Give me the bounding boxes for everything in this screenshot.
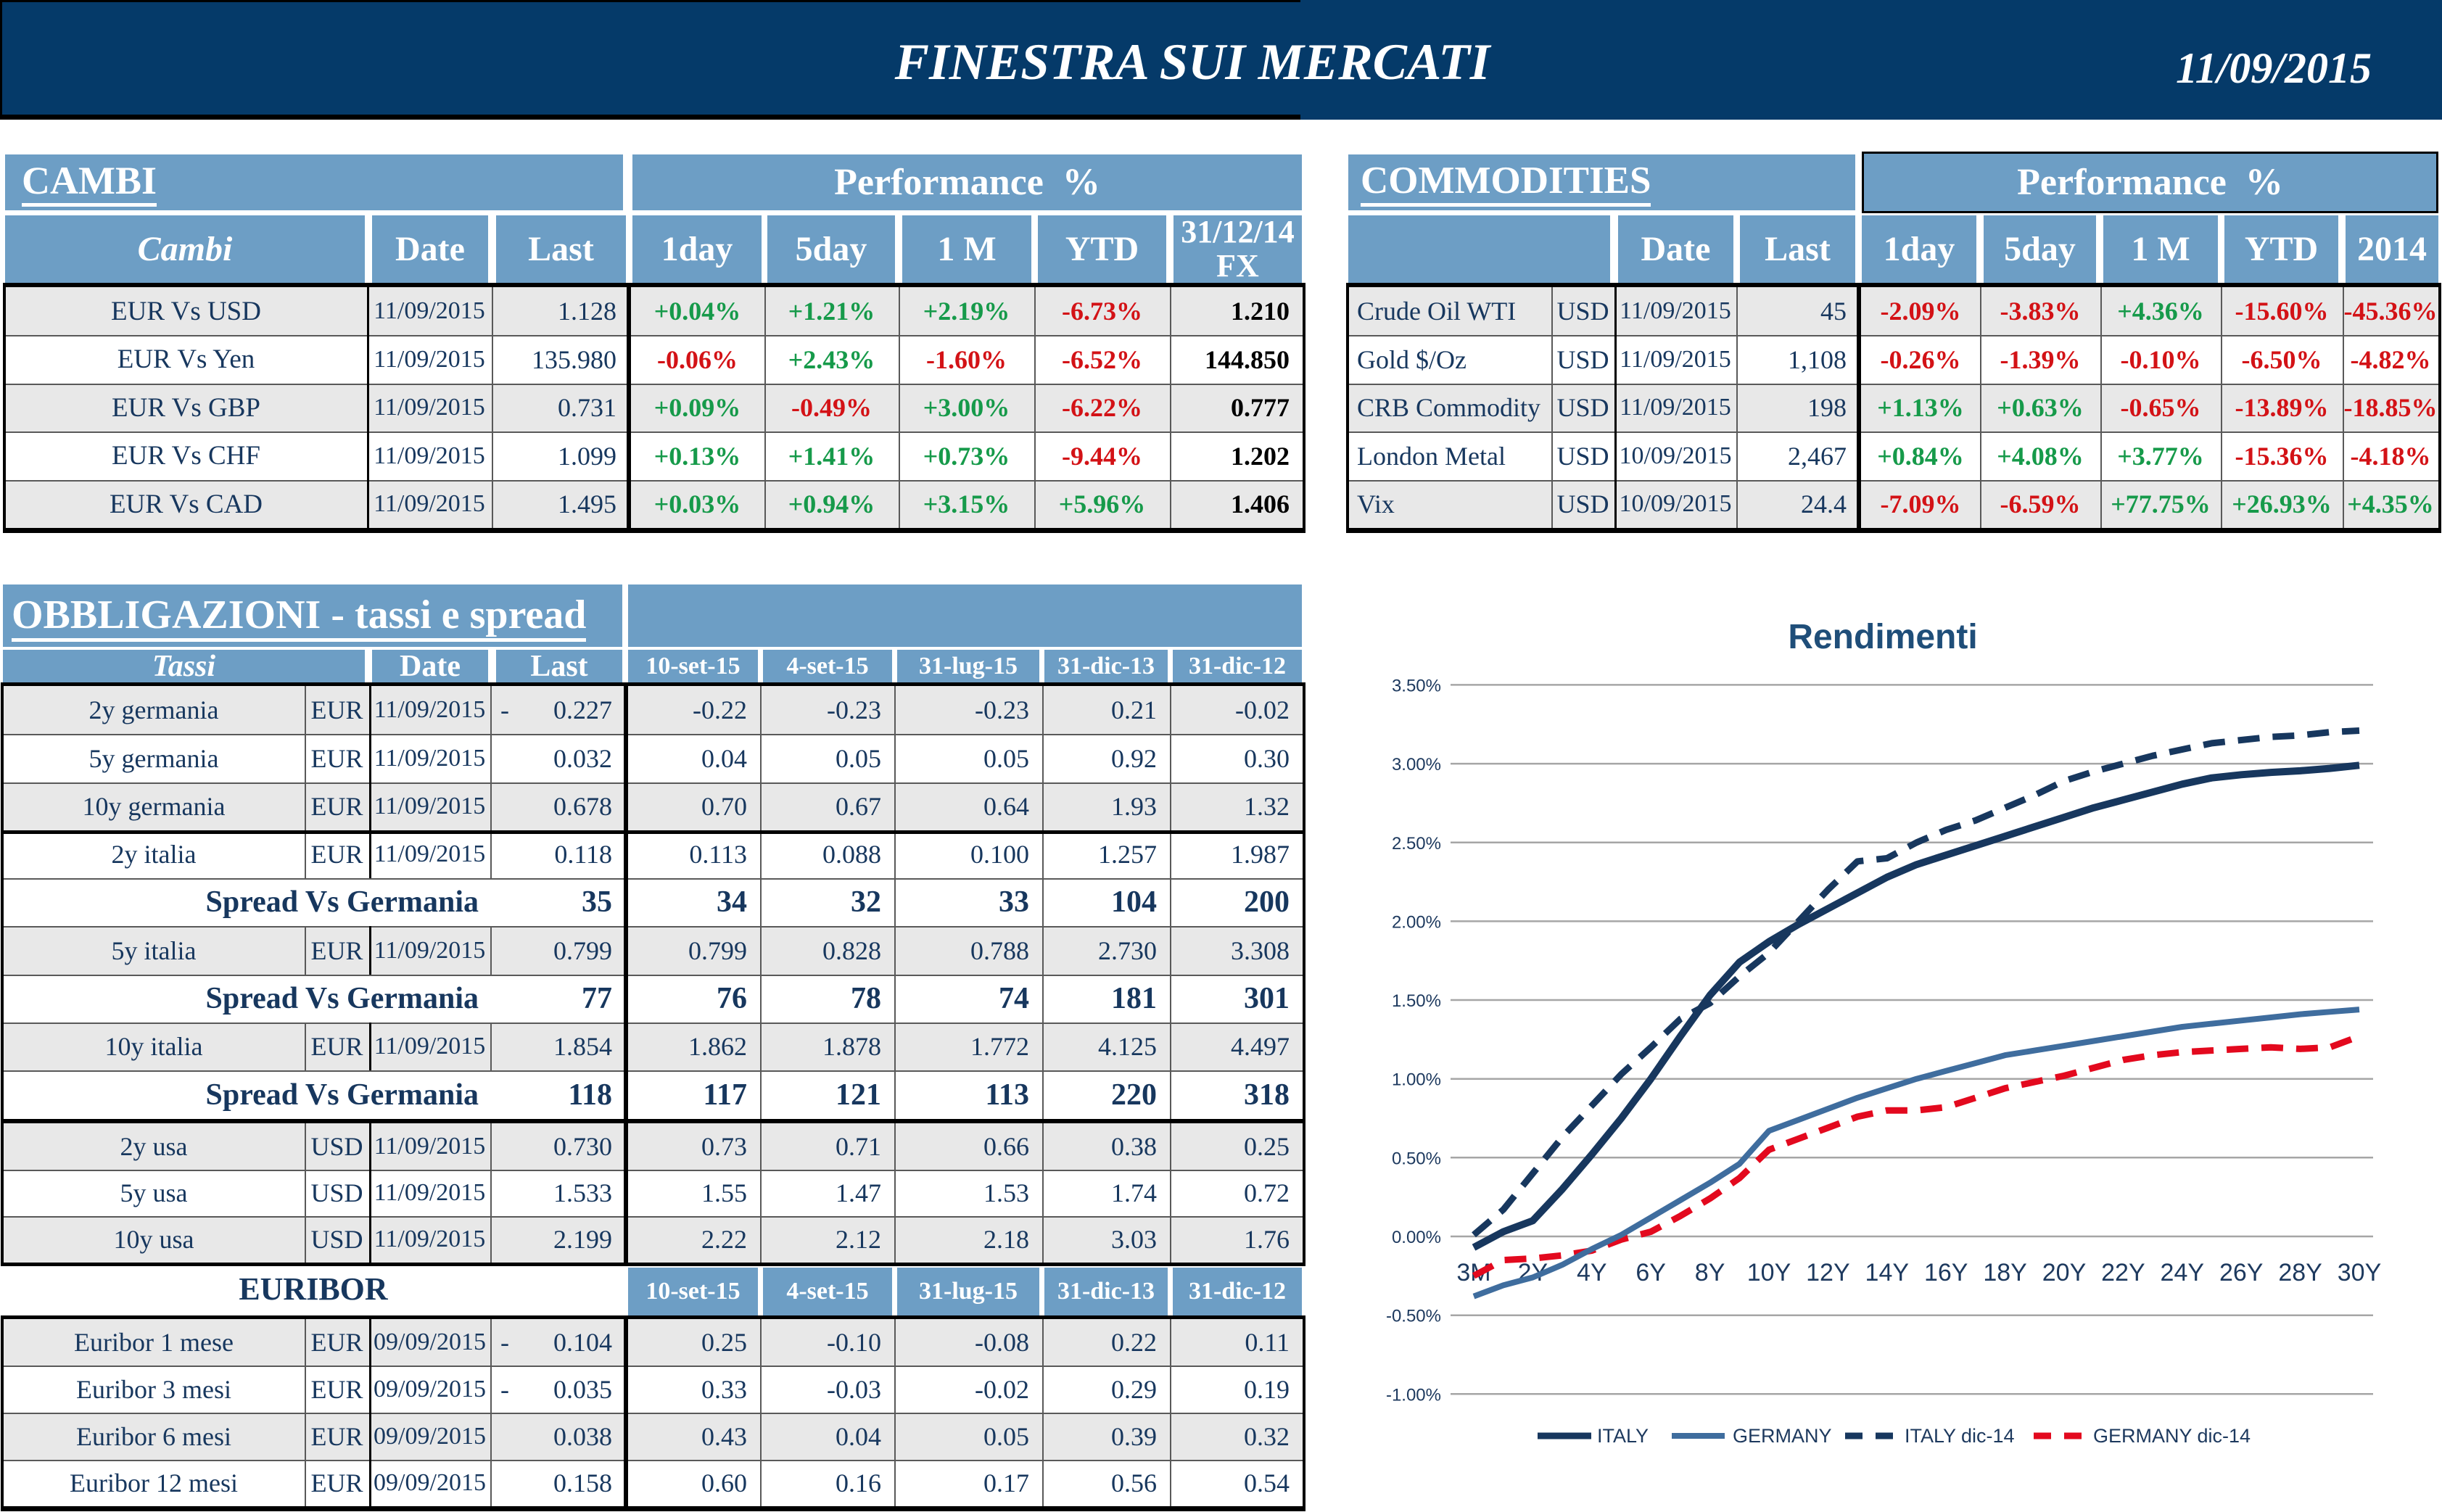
svg-text:16Y: 16Y	[1924, 1259, 1968, 1286]
svg-text:14Y: 14Y	[1865, 1259, 1910, 1286]
svg-text:18Y: 18Y	[1983, 1259, 2027, 1286]
svg-text:22Y: 22Y	[2101, 1259, 2145, 1286]
svg-text:0.00%: 0.00%	[1392, 1228, 1441, 1247]
svg-text:0.50%: 0.50%	[1392, 1149, 1441, 1168]
svg-text:-1.00%: -1.00%	[1386, 1385, 1441, 1405]
svg-text:ITALY dic-14: ITALY dic-14	[1905, 1425, 2015, 1447]
svg-text:4Y: 4Y	[1577, 1259, 1607, 1286]
svg-text:10Y: 10Y	[1747, 1259, 1791, 1286]
svg-text:GERMANY dic-14: GERMANY dic-14	[2093, 1425, 2251, 1447]
svg-text:1.00%: 1.00%	[1392, 1070, 1441, 1090]
svg-text:ITALY: ITALY	[1597, 1425, 1649, 1447]
svg-text:3.00%: 3.00%	[1392, 755, 1441, 774]
svg-text:1.50%: 1.50%	[1392, 991, 1441, 1011]
svg-text:2.00%: 2.00%	[1392, 912, 1441, 932]
svg-text:20Y: 20Y	[2042, 1259, 2087, 1286]
svg-text:12Y: 12Y	[1806, 1259, 1850, 1286]
svg-text:28Y: 28Y	[2278, 1259, 2322, 1286]
svg-text:Rendimenti: Rendimenti	[1788, 618, 1977, 656]
svg-text:8Y: 8Y	[1695, 1259, 1725, 1286]
svg-text:-0.50%: -0.50%	[1386, 1307, 1441, 1326]
svg-text:6Y: 6Y	[1635, 1259, 1666, 1286]
svg-text:GERMANY: GERMANY	[1733, 1425, 1832, 1447]
svg-text:2.50%: 2.50%	[1392, 834, 1441, 854]
svg-text:26Y: 26Y	[2219, 1259, 2264, 1286]
svg-text:3.50%: 3.50%	[1392, 676, 1441, 695]
svg-text:30Y: 30Y	[2338, 1259, 2382, 1286]
svg-text:24Y: 24Y	[2161, 1259, 2205, 1286]
